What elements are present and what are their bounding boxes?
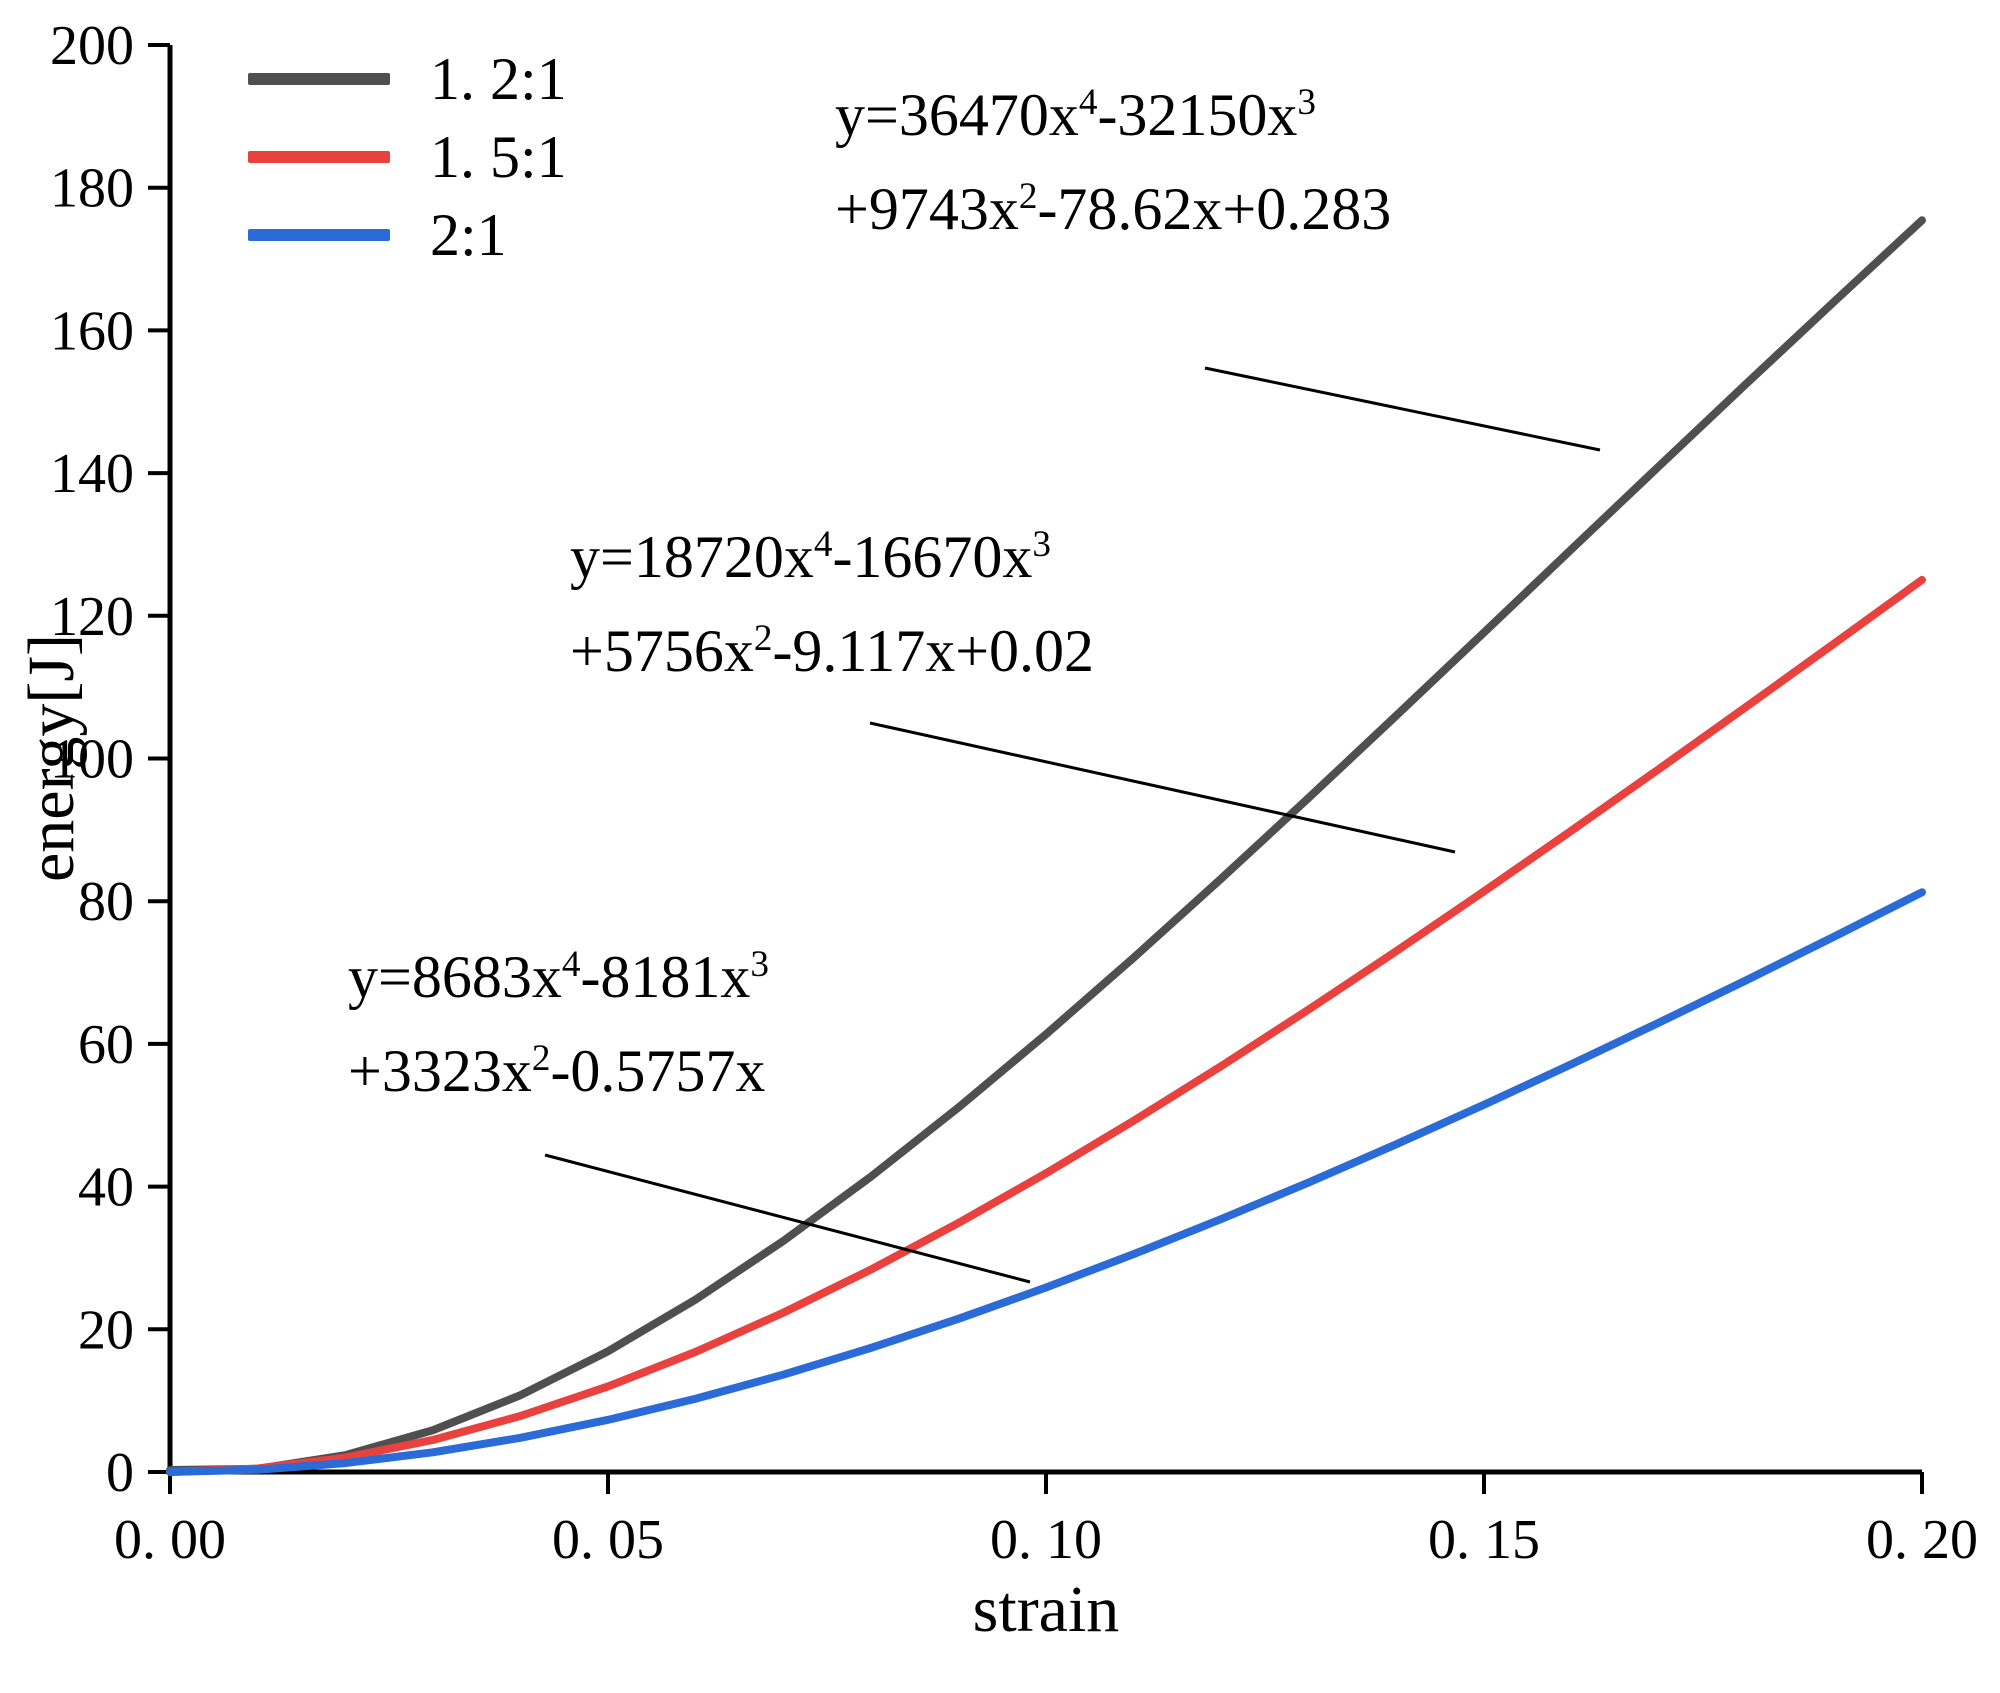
curve-1-5-1 <box>166 575 1926 1476</box>
annotation-line: y=36470x4-32150x3 <box>835 82 1317 148</box>
legend-item-1-2-1: 1. 2:1 <box>248 40 567 118</box>
annotation-equation-2-1: y=8683x4-8181x3 +3323x2-0.5757x <box>348 930 769 1118</box>
legend-label-2-1: 2:1 <box>430 202 507 268</box>
curve-1-2-1 <box>166 216 1926 1475</box>
annotation-line: +9743x2-78.62x+0.283 <box>835 176 1392 242</box>
x-tick-label: 0. 10 <box>990 1509 1102 1571</box>
y-tick-label: 0 <box>106 1442 134 1504</box>
annotation-leader-line <box>544 1153 1031 1284</box>
annotation-leader-line <box>1204 366 1601 452</box>
annotation-line: y=18720x4-16670x3 <box>570 524 1052 590</box>
y-tick-label: 80 <box>78 871 134 933</box>
x-tick-label: 0. 05 <box>552 1509 664 1571</box>
legend-label-1-2-1: 1. 2:1 <box>430 46 567 112</box>
annotation-line: +3323x2-0.5757x <box>348 1038 766 1104</box>
y-tick-label: 140 <box>50 443 134 505</box>
y-tick-label: 180 <box>50 158 134 220</box>
legend: 1. 2:1 1. 5:1 2:1 <box>248 40 567 274</box>
annotation-line: y=8683x4-8181x3 <box>348 944 770 1010</box>
y-tick-label: 60 <box>78 1014 134 1076</box>
y-tick-label: 200 <box>50 15 134 77</box>
y-tick-label: 120 <box>50 586 134 648</box>
annotation-leader-line <box>869 721 1456 854</box>
x-tick-label: 0. 00 <box>114 1509 226 1571</box>
legend-swatch-1-5-1 <box>248 151 390 163</box>
annotation-equation-1-2-1: y=36470x4-32150x3 +9743x2-78.62x+0.283 <box>835 68 1391 256</box>
y-tick-label: 100 <box>50 729 134 791</box>
annotation-line: +5756x2-9.117x+0.02 <box>570 618 1095 684</box>
legend-label-1-5-1: 1. 5:1 <box>430 124 567 190</box>
x-tick-label: 0. 15 <box>1428 1509 1540 1571</box>
x-tick-label: 0. 20 <box>1866 1509 1978 1571</box>
x-axis-label: strain <box>972 1573 1120 1646</box>
y-tick-label: 40 <box>78 1157 134 1219</box>
y-tick-label: 160 <box>50 300 134 362</box>
legend-item-1-5-1: 1. 5:1 <box>248 118 567 196</box>
legend-swatch-1-2-1 <box>248 73 390 85</box>
y-tick-label: 20 <box>78 1299 134 1361</box>
legend-item-2-1: 2:1 <box>248 196 567 274</box>
legend-swatch-2-1 <box>248 229 390 241</box>
y-axis-label: energy[J] <box>15 633 88 883</box>
annotation-equation-1-5-1: y=18720x4-16670x3 +5756x2-9.117x+0.02 <box>570 510 1094 698</box>
curve-2-1 <box>166 888 1926 1476</box>
